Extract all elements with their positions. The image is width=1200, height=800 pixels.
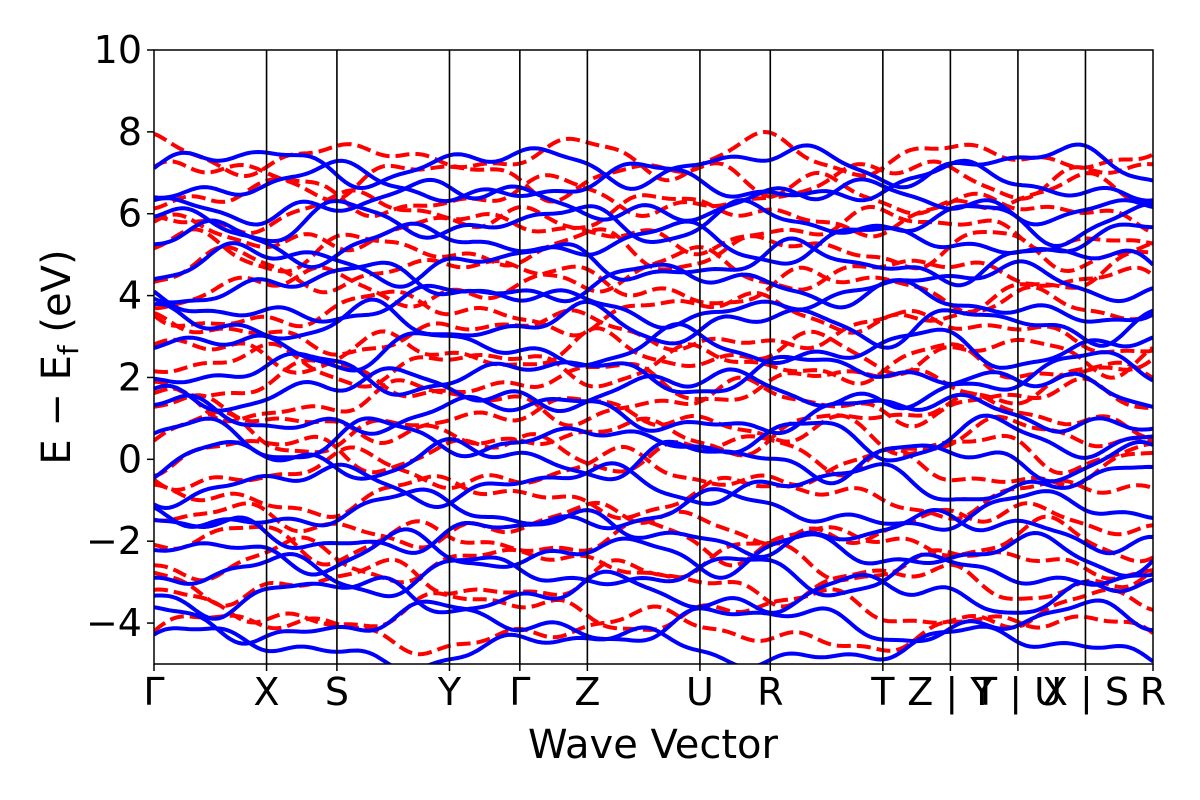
y-axis-title: E − Ef (eV) bbox=[34, 249, 85, 464]
y-tick-label-6: 8 bbox=[118, 110, 142, 154]
dashed-band-8 bbox=[154, 432, 1153, 478]
x-tick-label-4: Γ bbox=[509, 670, 530, 714]
x-tick-label-0: Γ bbox=[143, 670, 164, 714]
dashed-band-13 bbox=[154, 341, 1153, 389]
dashed-band-19 bbox=[154, 227, 1153, 274]
dashed-band-24 bbox=[154, 130, 1153, 183]
solid-band-14 bbox=[154, 297, 1153, 350]
dashed-band-0 bbox=[154, 604, 1153, 657]
solid-band-4 bbox=[154, 527, 1153, 580]
dashed-band-4 bbox=[154, 514, 1153, 568]
y-tick-label-7: 10 bbox=[94, 28, 142, 72]
bands-layer bbox=[154, 130, 1153, 664]
x-tick-label-11: X | S bbox=[1042, 670, 1129, 715]
x-tick-label-7: R bbox=[757, 670, 783, 714]
solid-band-8 bbox=[154, 437, 1153, 486]
solid-band-6 bbox=[154, 487, 1153, 532]
y-ticks: −4 −2 0 2 4 6 8 10 bbox=[86, 28, 154, 645]
solid-band-12 bbox=[154, 350, 1153, 397]
y-axis-title-main: E − E bbox=[34, 355, 80, 465]
y-axis-title-subscript: f bbox=[52, 344, 85, 355]
solid-band-17 bbox=[154, 236, 1153, 289]
y-tick-label-0: −4 bbox=[86, 601, 142, 645]
solid-band-15 bbox=[154, 278, 1153, 330]
y-tick-label-1: −2 bbox=[86, 519, 142, 563]
solid-band-1 bbox=[154, 598, 1153, 646]
solid-band-21 bbox=[154, 158, 1153, 204]
dashed-band-15 bbox=[154, 308, 1153, 357]
dashed-band-21 bbox=[154, 188, 1153, 239]
plot-frame bbox=[153, 49, 1154, 665]
y-tick-label-4: 4 bbox=[118, 274, 142, 318]
solid-band-3 bbox=[154, 552, 1153, 599]
dashed-band-6 bbox=[154, 474, 1153, 521]
y-tick-label-3: 2 bbox=[118, 355, 142, 399]
solid-band-7 bbox=[154, 461, 1153, 510]
x-tick-label-8: T bbox=[870, 670, 895, 714]
solid-band-18 bbox=[154, 218, 1153, 270]
solid-band-20 bbox=[154, 177, 1153, 227]
x-tick-label-9: Z | Y bbox=[907, 670, 994, 715]
solid-band-22 bbox=[154, 142, 1153, 191]
solid-band-2 bbox=[154, 569, 1153, 621]
kpoint-lines bbox=[265, 50, 1087, 664]
solid-band-16 bbox=[154, 259, 1153, 310]
x-tick-label-3: Y bbox=[437, 670, 462, 714]
dashed-band-17 bbox=[154, 264, 1153, 314]
x-tick-label-10: T | U bbox=[973, 670, 1062, 715]
solid-band-5 bbox=[154, 508, 1153, 559]
solid-band-9 bbox=[154, 413, 1153, 463]
dashed-band-10 bbox=[154, 391, 1153, 445]
x-tick-label-1: X bbox=[254, 670, 280, 714]
y-tick-label-2: 0 bbox=[118, 437, 142, 481]
y-tick-label-5: 6 bbox=[118, 192, 142, 236]
x-tick-label-6: U bbox=[686, 670, 714, 714]
x-tick-label-5: Z bbox=[574, 670, 600, 714]
solid-band-10 bbox=[154, 392, 1153, 436]
dashed-band-14 bbox=[154, 326, 1153, 380]
x-tick-label-12: R bbox=[1140, 670, 1166, 714]
solid-band-11 bbox=[154, 366, 1153, 413]
dashed-band-2 bbox=[154, 557, 1153, 609]
x-axis-title: Wave Vector bbox=[528, 722, 779, 768]
x-tick-label-2: S bbox=[325, 670, 349, 714]
dashed-band-5 bbox=[154, 500, 1153, 550]
y-axis-title-unit: (eV) bbox=[34, 249, 80, 345]
